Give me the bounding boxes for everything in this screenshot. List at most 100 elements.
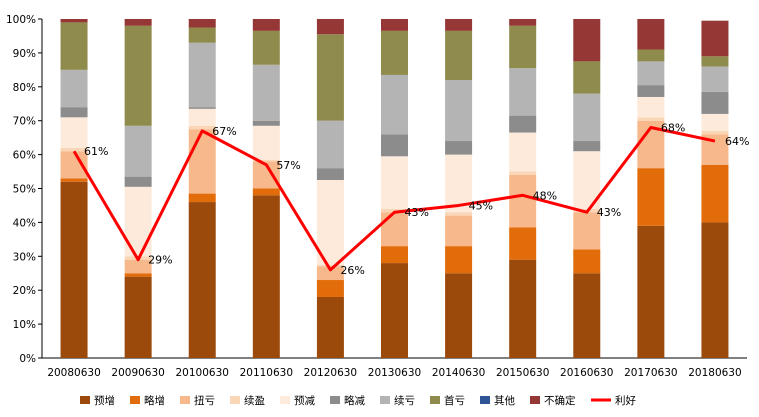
bar-segment <box>252 19 280 31</box>
bar-segment <box>124 176 152 187</box>
legend-swatch <box>480 396 490 404</box>
bar-segment <box>573 212 601 250</box>
y-tick-label: 70% <box>13 116 36 128</box>
bar-segment <box>60 178 88 182</box>
bar-segment <box>573 93 601 142</box>
line-data-label: 48% <box>533 189 557 202</box>
data-labels: 61% 29% 67% 57% 26% 43% 45% 48% 43% 68% 64% <box>84 121 749 276</box>
bar-segment <box>124 19 152 26</box>
legend-label: 首亏 <box>444 394 465 407</box>
legend-label: 不确定 <box>544 394 576 407</box>
bar-segment <box>381 30 408 75</box>
bar-segment <box>445 212 473 216</box>
bar-segment <box>445 215 473 247</box>
y-tick-label: 80% <box>13 82 36 94</box>
legend-swatch <box>180 396 190 404</box>
y-tick-label: 10% <box>13 319 36 331</box>
bar-segment <box>509 171 537 175</box>
bar-segment <box>573 141 601 152</box>
legend: 预增 略增 扭亏 续盈 预减 略减 续亏 首亏 其他 不确定 利好 <box>80 394 636 407</box>
legend-label: 略减 <box>344 394 365 407</box>
bar-segment <box>124 276 152 358</box>
y-tick-label: 30% <box>13 251 36 263</box>
line-data-label: 64% <box>725 135 749 148</box>
bar-segment <box>509 132 537 172</box>
bar-segment <box>381 74 408 135</box>
bar-segment <box>509 115 537 133</box>
legend-swatch <box>230 396 240 404</box>
bar-segment <box>316 264 344 267</box>
y-tick-label: 40% <box>13 217 36 229</box>
x-tick-label: 20120630 <box>304 367 357 379</box>
legend-label: 利好 <box>615 395 636 407</box>
legend-swatch <box>80 396 90 404</box>
bar-segment <box>509 174 537 228</box>
y-tick-label: 100% <box>6 14 36 26</box>
bar-segment <box>573 61 601 94</box>
line-series-lihao <box>72 125 716 272</box>
bar-segment <box>316 180 344 265</box>
y-tick-label: 0% <box>19 353 36 365</box>
bar-segment <box>252 125 280 160</box>
line-layer <box>72 125 716 272</box>
bar-segment <box>316 168 344 181</box>
bar-segment <box>60 181 88 358</box>
bar-segment <box>316 266 344 281</box>
legend-label: 续亏 <box>394 394 415 407</box>
bar-segment <box>188 202 216 358</box>
bar-segment <box>381 263 408 358</box>
bar-segment <box>188 19 216 28</box>
bar-segment <box>573 19 601 62</box>
legend-label: 略增 <box>144 394 165 407</box>
bar-segment <box>701 130 729 135</box>
bar-segment <box>637 96 665 118</box>
bar-segment <box>445 273 473 358</box>
bar-segment <box>188 125 216 130</box>
legend-swatch <box>530 396 540 404</box>
line-data-label: 45% <box>469 199 493 212</box>
x-axis-labels: 20080630 20090630 20100630 20110630 20120630… <box>47 367 741 379</box>
bar-segment <box>381 246 408 264</box>
legend-label: 预减 <box>294 395 315 407</box>
line-data-label: 68% <box>661 121 685 134</box>
bar-segment <box>637 85 665 97</box>
bar-segment <box>701 164 729 223</box>
bar-segment <box>252 159 280 162</box>
x-tick-label: 20150630 <box>496 367 549 379</box>
bar-segment <box>124 273 152 277</box>
bar-segment <box>124 125 152 177</box>
legend-swatch <box>430 396 440 404</box>
bar-segment <box>701 222 729 358</box>
bar-segment <box>637 168 665 226</box>
y-tick-label: 60% <box>13 150 36 162</box>
bar-segment <box>60 107 88 118</box>
bar-segment <box>637 117 665 121</box>
bar-segment <box>701 66 729 92</box>
bar-segment <box>509 19 537 26</box>
legend-swatch <box>280 396 290 404</box>
bar-segment <box>60 117 88 148</box>
bar-segment <box>60 147 88 152</box>
bar-segment <box>637 49 665 62</box>
bar-segment <box>509 68 537 116</box>
legend-label: 续盈 <box>244 394 265 407</box>
bar-segment <box>60 22 88 70</box>
axes: 0% 10% 20% 30% 40% 50% 60% 70% 80% 90% 100% <box>6 14 747 365</box>
bar-segment <box>316 120 344 169</box>
bar-segment <box>188 27 216 43</box>
bar-segment <box>252 30 280 65</box>
legend-label: 扭亏 <box>194 394 215 407</box>
x-tick-label: 20160630 <box>560 367 613 379</box>
bar-segment <box>188 107 216 109</box>
line-data-label: 43% <box>405 206 429 219</box>
bar-segment <box>252 120 280 126</box>
x-tick-label: 20140630 <box>432 367 485 379</box>
bar-segment <box>701 91 729 114</box>
bar-segment <box>252 195 280 358</box>
bar-segment <box>381 134 408 157</box>
line-data-label: 67% <box>212 125 236 138</box>
bar-segment <box>188 193 216 203</box>
bar-segment <box>637 19 665 50</box>
bar-segment <box>637 225 665 358</box>
